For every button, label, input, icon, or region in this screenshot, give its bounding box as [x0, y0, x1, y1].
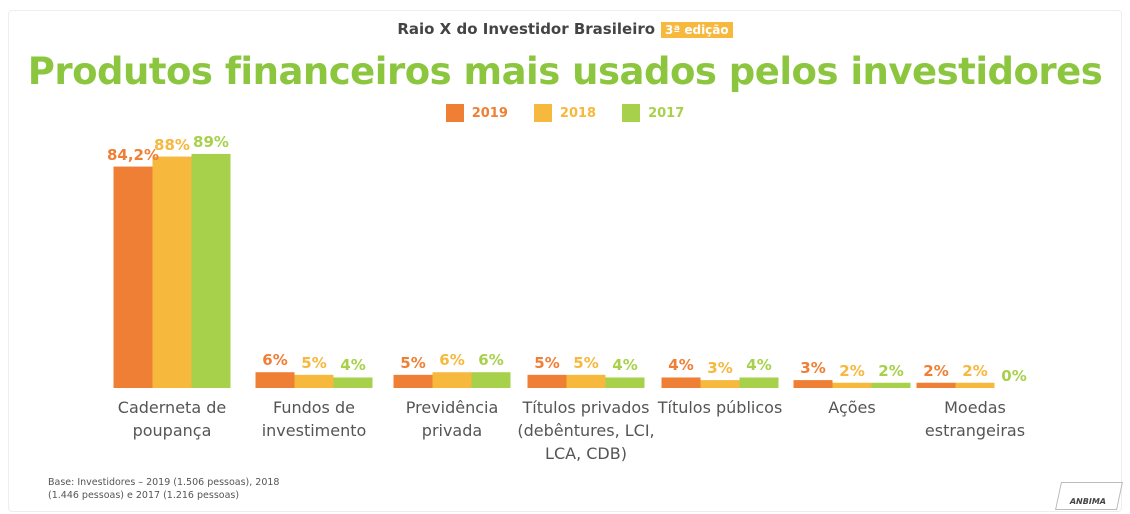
- value-label: 5%: [400, 353, 426, 372]
- value-label: 0%: [1001, 367, 1027, 385]
- legend-item: 2019: [445, 104, 508, 122]
- footnote: Base: Investidores – 2019 (1.506 pessoas…: [48, 477, 280, 501]
- bar: [471, 372, 511, 388]
- legend: 2019 2018 2017: [0, 104, 1130, 122]
- value-label: 2%: [962, 361, 988, 380]
- x-tick-label: Ações: [828, 398, 876, 417]
- bar: [152, 156, 192, 388]
- legend-label: 2019: [471, 105, 508, 121]
- bar: [832, 382, 872, 388]
- bar: [333, 377, 373, 388]
- value-label: 5%: [534, 353, 560, 372]
- bar: [605, 377, 645, 388]
- legend-swatch: [445, 104, 464, 122]
- x-tick-label: Títulos privados (debêntures, LCI, LCA, …: [517, 398, 655, 463]
- value-label: 5%: [573, 353, 599, 372]
- bar: [955, 382, 995, 388]
- x-tick-label: Títulos públicos: [657, 398, 783, 417]
- x-tick-label: Caderneta de poupança: [117, 398, 227, 440]
- value-label: 6%: [262, 351, 288, 370]
- bar: [255, 372, 295, 388]
- bar: [432, 372, 472, 388]
- bar: [739, 377, 779, 388]
- bar: [191, 153, 231, 388]
- legend-swatch: [622, 104, 641, 122]
- bar: [393, 374, 433, 388]
- value-label: 2%: [923, 361, 949, 380]
- value-label: 5%: [301, 353, 327, 372]
- value-label: 88%: [154, 135, 190, 154]
- x-tick-label: Fundos de investimento: [261, 398, 367, 440]
- value-label: 6%: [439, 351, 465, 370]
- x-tick-label: Previdência privada: [405, 398, 499, 440]
- bar: [661, 377, 701, 388]
- x-tick-label: Moedas estrangeiras: [924, 398, 1026, 440]
- card: [8, 10, 1122, 512]
- bar: [793, 380, 833, 388]
- edition-badge: 3ª edição: [661, 22, 733, 38]
- legend-item: 2018: [533, 104, 597, 122]
- bar: [294, 374, 334, 388]
- value-label: 3%: [800, 359, 826, 378]
- bar: [527, 374, 567, 388]
- legend-swatch: [533, 104, 552, 122]
- value-label: 3%: [707, 359, 733, 378]
- bar: [113, 166, 153, 388]
- legend-label: 2018: [559, 105, 597, 121]
- value-label: 2%: [878, 361, 904, 380]
- logo: ANBIMA: [1055, 482, 1123, 510]
- value-label: 4%: [340, 356, 366, 375]
- value-label: 4%: [668, 356, 694, 375]
- bar: [566, 374, 606, 388]
- bar: [700, 380, 740, 388]
- value-label: 84,2%: [106, 145, 160, 164]
- header-text: Raio X do Investidor Brasileiro: [397, 20, 656, 38]
- value-label: 89%: [193, 132, 229, 151]
- bar: [916, 382, 956, 388]
- legend-item: 2017: [622, 104, 684, 122]
- chart-title: Produtos financeiros mais usados pelos i…: [27, 50, 1103, 93]
- value-label: 4%: [746, 356, 772, 375]
- legend-label: 2017: [648, 105, 685, 121]
- value-label: 6%: [478, 351, 504, 370]
- value-label: 4%: [612, 356, 638, 375]
- bar: [871, 382, 911, 388]
- header: Raio X do Investidor Brasileiro 3ª edição: [0, 20, 1130, 38]
- value-label: 2%: [839, 361, 865, 380]
